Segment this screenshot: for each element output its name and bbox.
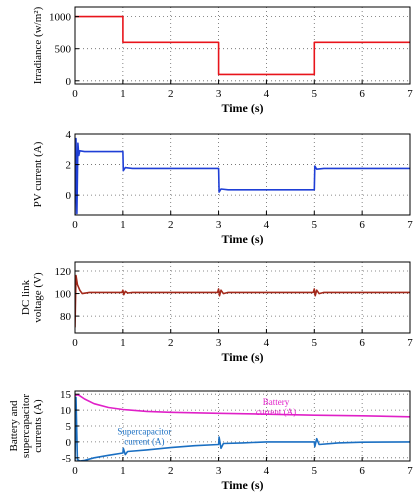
- chart-irradiance-xlabel: Time (s): [221, 101, 263, 115]
- chart-battery-supercap-ylabel-line-1: supercapacitor: [20, 394, 32, 458]
- chart-irradiance: 0 1 2 3 4 5 6 7 0 500 1000 Time (s) Irradiance (w/m²…: [32, 6, 413, 115]
- chart-battery-supercap-xtick-label-4: 4: [264, 465, 270, 477]
- chart-dc-link-xtick-label-6: 6: [359, 337, 365, 349]
- chart-dc-link-ytick-label-80: 80: [60, 311, 72, 323]
- chart-pv-current-ylabel-line-0: PV current (A): [32, 141, 44, 207]
- chart-battery-supercap-ylabel-line-0: Battery and: [8, 400, 20, 452]
- chart-dc-link: 0 1 2 3 4 5 6 7 80 100 120 Time (s) DC link voltage (…: [20, 261, 413, 364]
- chart-irradiance-ylabel-line-0: Irradiance (w/m²): [32, 6, 44, 84]
- chart-battery-supercap-annotation-supercapacitor-1: current (A): [124, 436, 164, 446]
- chart-battery-supercap-xtick-label-3: 3: [216, 465, 222, 477]
- chart-irradiance-ytick-label-1000: 1000: [49, 12, 72, 24]
- chart-pv-current-xtick-label-5: 5: [312, 219, 318, 231]
- chart-pv-current-xtick-label-1: 1: [120, 219, 126, 231]
- chart-dc-link-ytick-label-100: 100: [55, 289, 72, 301]
- chart-pv-current-xtick-label-4: 4: [264, 219, 270, 231]
- chart-dc-link-xlabel: Time (s): [221, 350, 263, 364]
- chart-pv-current-xtick-label-0: 0: [72, 219, 78, 231]
- chart-battery-supercap-annotation-battery-1: current (A): [256, 407, 296, 417]
- chart-dc-link-xtick-label-1: 1: [120, 337, 126, 349]
- chart-irradiance-xtick-label-5: 5: [312, 88, 318, 100]
- chart-pv-current-xtick-label-2: 2: [168, 219, 174, 231]
- chart-battery-supercap-xtick-label-7: 7: [407, 465, 413, 477]
- chart-dc-link-xtick-label-7: 7: [407, 337, 413, 349]
- chart-battery-supercap-annotation-supercapacitor-0: Supercapacitor: [117, 426, 171, 436]
- chart-battery-supercap-ytick-label-10: 10: [60, 405, 72, 417]
- chart-irradiance-xtick-label-1: 1: [120, 88, 126, 100]
- chart-dc-link-ytick-label-120: 120: [55, 266, 72, 278]
- chart-irradiance-xtick-label-4: 4: [264, 88, 270, 100]
- chart-battery-supercap-xtick-label-2: 2: [168, 465, 174, 477]
- chart-battery-supercap-xtick-label-0: 0: [72, 465, 78, 477]
- chart-dc-link-xtick-label-0: 0: [72, 337, 78, 349]
- chart-pv-current-xlabel: Time (s): [221, 232, 263, 246]
- chart-irradiance-series-irradiance: [75, 15, 410, 76]
- chart-dc-link-ylabel-line-0: DC link: [20, 279, 32, 315]
- chart-battery-supercap-series-battery: [75, 393, 410, 418]
- chart-battery-supercap-ytick-label--5: -5: [62, 453, 72, 465]
- chart-battery-supercap-ylabel-line-2: currents (A): [32, 399, 44, 453]
- chart-pv-current-ytick-label-0: 0: [66, 190, 72, 202]
- chart-irradiance-ytick-label-0: 0: [66, 76, 72, 88]
- chart-battery-supercap-ytick-label-0: 0: [66, 437, 72, 449]
- chart-irradiance-xtick-label-0: 0: [72, 88, 78, 100]
- chart-irradiance-xtick-label-2: 2: [168, 88, 174, 100]
- chart-pv-current-ytick-label-2: 2: [66, 160, 72, 172]
- chart-battery-supercap-annotation-battery-0: Battery: [263, 397, 290, 407]
- chart-battery-supercap-xtick-label-5: 5: [312, 465, 318, 477]
- chart-dc-link-frame: [74, 261, 411, 334]
- chart-pv-current-xtick-label-6: 6: [359, 219, 365, 231]
- chart-irradiance-xtick-label-6: 6: [359, 88, 365, 100]
- chart-dc-link-series-dc_link: [75, 274, 410, 328]
- chart-dc-link-xtick-label-4: 4: [264, 337, 270, 349]
- chart-dc-link-xtick-label-2: 2: [168, 337, 174, 349]
- chart-battery-supercap-ytick-label-15: 15: [60, 389, 72, 401]
- chart-pv-current-series-pv_current: [75, 137, 410, 215]
- chart-pv-current-ytick-label-4: 4: [66, 129, 72, 141]
- chart-dc-link-xtick-label-3: 3: [216, 337, 222, 349]
- chart-pv-current-frame: [74, 133, 411, 216]
- chart-battery-supercap-xtick-label-6: 6: [359, 465, 365, 477]
- chart-pv-current-xtick-label-3: 3: [216, 219, 222, 231]
- chart-dc-link-ylabel-line-1: voltage (V): [32, 272, 44, 323]
- chart-battery-supercap-series-supercapacitor: [75, 396, 410, 461]
- chart-irradiance-frame: [74, 6, 411, 85]
- chart-dc-link-xtick-label-5: 5: [312, 337, 318, 349]
- chart-irradiance-ytick-label-500: 500: [55, 44, 72, 56]
- chart-irradiance-xtick-label-3: 3: [216, 88, 222, 100]
- chart-irradiance-xtick-label-7: 7: [407, 88, 413, 100]
- chart-pv-current-xtick-label-7: 7: [407, 219, 413, 231]
- chart-battery-supercap-xtick-label-1: 1: [120, 465, 126, 477]
- chart-battery-supercap-ytick-label-5: 5: [66, 421, 72, 433]
- chart-battery-supercap-xlabel: Time (s): [221, 478, 263, 492]
